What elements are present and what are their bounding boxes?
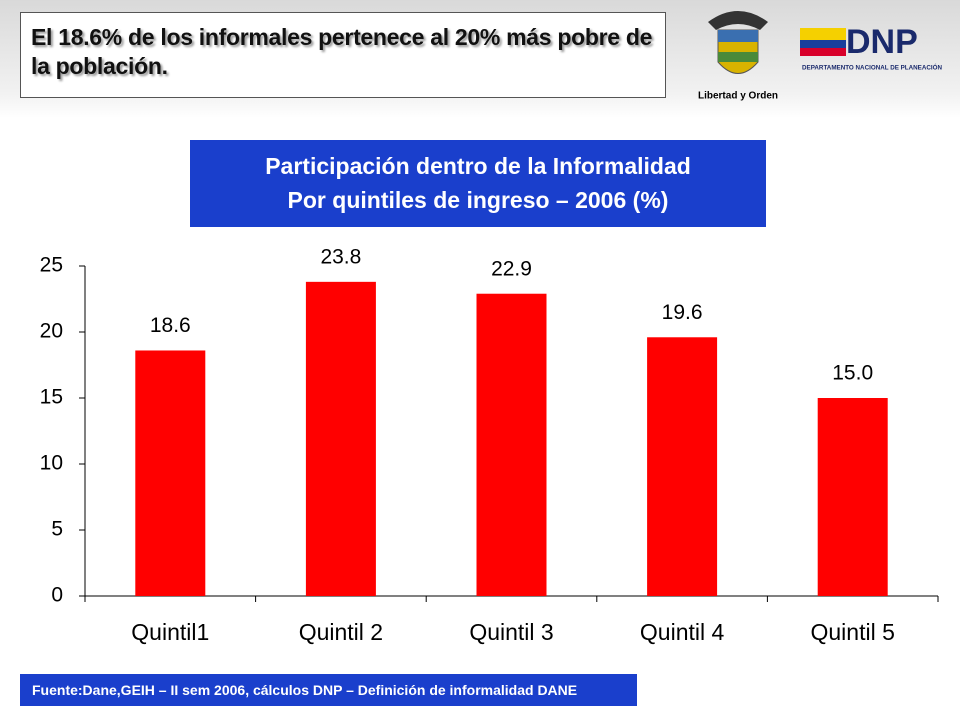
brand: DNP	[846, 23, 918, 61]
value-label: 18.6	[150, 314, 191, 337]
chart-subtitle: Por quintiles de ingreso – 2006 (%)	[287, 187, 669, 213]
dnp-logo: DNP DEPARTAMENTO NACIONAL DE PLANEACIÓN	[800, 23, 942, 72]
value-label: 22.9	[491, 257, 532, 280]
bar	[476, 293, 547, 596]
bar	[305, 281, 376, 596]
bar	[647, 337, 718, 596]
bar	[135, 350, 206, 596]
motto: Libertad y Orden	[698, 91, 778, 102]
y-tick-label: 15	[40, 386, 63, 409]
value-label: 23.8	[320, 245, 361, 268]
value-label: 15.0	[832, 362, 873, 385]
x-tick-label: Quintil 5	[811, 619, 895, 645]
x-tick-label: Quintil 2	[299, 619, 383, 645]
headline: El 18.6% de los informales pertenece al …	[20, 12, 666, 98]
source-note: Fuente:Dane,GEIH – II sem 2006, cálculos…	[20, 674, 637, 706]
y-tick-label: 20	[40, 320, 63, 343]
x-tick-label: Quintil 4	[640, 619, 725, 645]
chart-title-box: Participación dentro de la Informalidad …	[190, 140, 766, 227]
value-label: 19.6	[662, 301, 703, 324]
y-tick-label: 0	[51, 584, 63, 607]
chart-title: Participación dentro de la Informalidad	[265, 153, 691, 179]
y-tick-label: 5	[51, 518, 63, 541]
chart: 0 5 10 15 20 25 Quintil1 18.6 Quintil 2 23.8 Quint…	[40, 245, 939, 645]
bar	[817, 398, 888, 596]
brand-full: DEPARTAMENTO NACIONAL DE PLANEACIÓN	[802, 64, 942, 72]
y-tick-label: 10	[40, 452, 63, 475]
x-tick-label: Quintil 3	[469, 619, 553, 645]
y-tick-label: 25	[40, 254, 63, 277]
x-tick-label: Quintil1	[131, 619, 209, 645]
coat-of-arms: Libertad y Orden	[698, 11, 778, 102]
